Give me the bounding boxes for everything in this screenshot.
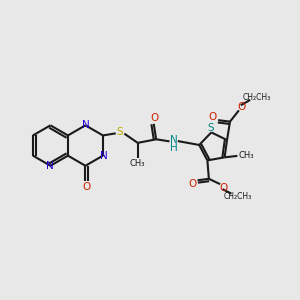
Text: O: O bbox=[219, 183, 227, 193]
Text: S: S bbox=[116, 128, 123, 137]
Text: CH₂CH₃: CH₂CH₃ bbox=[243, 93, 271, 102]
Text: N: N bbox=[46, 161, 54, 171]
Text: N: N bbox=[170, 135, 178, 145]
Text: CH₂CH₃: CH₂CH₃ bbox=[224, 192, 252, 201]
Text: O: O bbox=[150, 113, 158, 123]
Text: O: O bbox=[237, 102, 245, 112]
Text: O: O bbox=[208, 112, 217, 122]
Text: N: N bbox=[82, 120, 90, 130]
Text: O: O bbox=[188, 179, 196, 189]
Text: S: S bbox=[207, 123, 214, 133]
Text: CH₃: CH₃ bbox=[130, 159, 146, 168]
Text: CH₃: CH₃ bbox=[238, 152, 254, 160]
Text: O: O bbox=[82, 182, 90, 192]
Text: H: H bbox=[170, 142, 178, 153]
Text: N: N bbox=[100, 151, 107, 161]
